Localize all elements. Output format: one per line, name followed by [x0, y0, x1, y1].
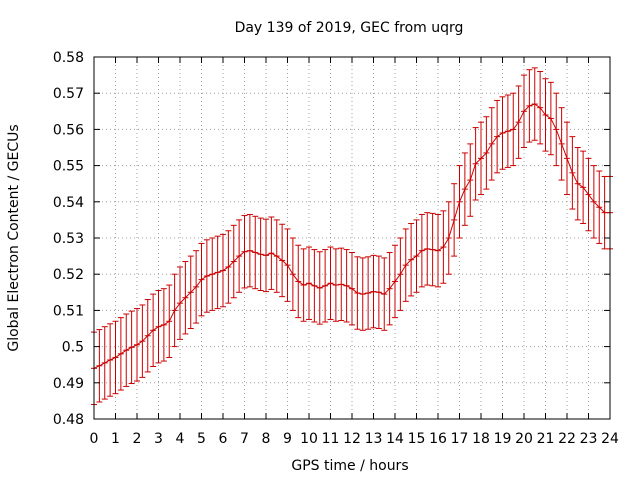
y-tick-label: 0.55: [53, 159, 84, 175]
x-tick-label: 2: [133, 431, 142, 447]
x-tick-label: 18: [472, 431, 490, 447]
x-tick-label: 13: [365, 431, 383, 447]
y-tick-label: 0.52: [53, 267, 84, 283]
x-tick-label: 23: [580, 431, 598, 447]
x-tick-label: 1: [111, 431, 120, 447]
grid: [94, 57, 610, 419]
y-tick-label: 0.48: [53, 412, 84, 428]
x-tick-label: 17: [451, 431, 469, 447]
chart-title: Day 139 of 2019, GEC from uqrg: [235, 20, 464, 36]
x-tick-label: 8: [262, 431, 271, 447]
x-tick-label: 16: [429, 431, 447, 447]
x-tick-label: 0: [90, 431, 99, 447]
y-tick-label: 0.57: [53, 86, 84, 102]
x-tick-label: 11: [322, 431, 340, 447]
x-tick-label: 21: [537, 431, 555, 447]
x-tick-label: 7: [240, 431, 249, 447]
y-tick-label: 0.5: [62, 340, 84, 356]
x-tick-label: 12: [343, 431, 361, 447]
y-axis: 0.48 0.49 0.5 0.51 0.52 0.53 0.54 0.55 0.56 0.57 0…: [53, 50, 610, 428]
x-tick-label: 4: [176, 431, 185, 447]
x-tick-label: 24: [601, 431, 619, 447]
series-line: [93, 103, 610, 369]
y-tick-label: 0.54: [53, 195, 84, 211]
x-axis-label: GPS time / hours: [291, 458, 408, 474]
y-tick-label: 0.56: [53, 122, 84, 138]
x-tick-label: 22: [558, 431, 576, 447]
x-tick-label: 19: [494, 431, 512, 447]
y-axis-label: Global Electron Content / GECUs: [6, 124, 22, 351]
y-tick-label: 0.49: [53, 376, 84, 392]
y-tick-label: 0.58: [53, 50, 84, 66]
x-axis: 0 1 2 3 4 5 6 7 8 9 10 11 12 13 14 15 16 17 18 19 20 21 22 23 24: [90, 57, 619, 447]
x-tick-label: 9: [283, 431, 292, 447]
x-tick-label: 15: [408, 431, 426, 447]
x-tick-label: 6: [219, 431, 228, 447]
x-tick-label: 5: [197, 431, 206, 447]
y-tick-label: 0.51: [53, 303, 84, 319]
y-tick-label: 0.53: [53, 231, 84, 247]
x-tick-label: 10: [300, 431, 318, 447]
series-polyline: [93, 103, 610, 369]
x-tick-label: 3: [154, 431, 163, 447]
x-tick-label: 20: [515, 431, 533, 447]
x-tick-label: 14: [386, 431, 404, 447]
error-bars: [91, 67, 613, 406]
